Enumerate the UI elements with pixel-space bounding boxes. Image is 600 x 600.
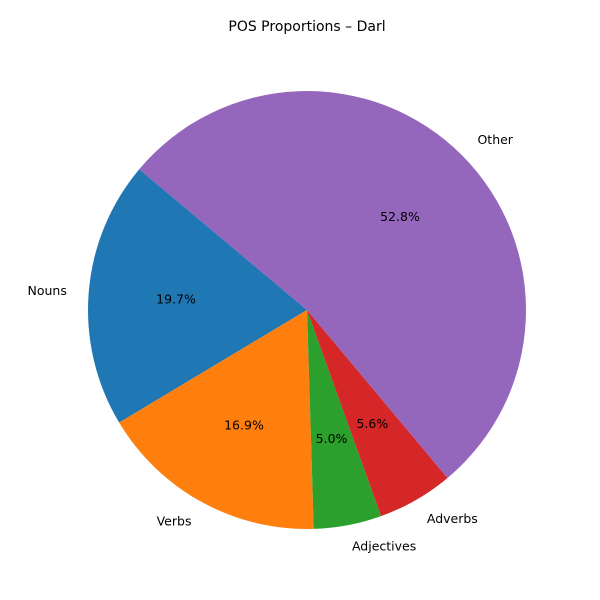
pie-slice-adverbs (307, 310, 448, 517)
pie-value-nouns: 19.7% (156, 292, 196, 307)
pie-slice-verbs (119, 310, 314, 529)
pie-labels: Nouns 19.7% Verbs 16.9% Adjectives 5.0% Adverb… (27, 132, 513, 554)
pie-slices (87, 90, 527, 529)
pie-label-other: Other (477, 132, 513, 147)
pie-value-adverbs: 5.6% (356, 416, 388, 431)
pie-value-adjectives: 5.0% (316, 431, 348, 446)
chart-title: POS Proportions – Darl (228, 19, 385, 35)
pie-value-other: 52.8% (380, 209, 420, 224)
pie-label-verbs: Verbs (157, 513, 192, 528)
pie-label-nouns: Nouns (27, 283, 66, 298)
pie-slice-nouns (87, 169, 308, 423)
pie-slice-other (139, 90, 527, 478)
pie-label-adverbs: Adverbs (427, 511, 478, 526)
pie-label-adjectives: Adjectives (352, 539, 416, 554)
pie-value-verbs: 16.9% (224, 417, 264, 432)
pie-slice-adjectives (307, 310, 382, 529)
